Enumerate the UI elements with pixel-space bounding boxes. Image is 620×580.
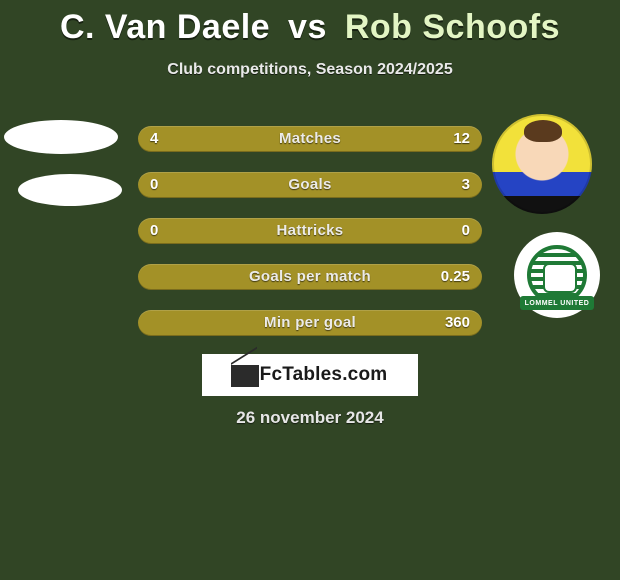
player1-name: C. Van Daele (60, 8, 270, 46)
branding-text: FcTables.com (260, 364, 388, 386)
stat-right: 0 (462, 218, 470, 244)
player1-avatar (4, 120, 118, 154)
stat-row-goals-per-match: Goals per match 0.25 (138, 264, 482, 290)
player2-name: Rob Schoofs (345, 8, 560, 46)
stats-block: 4 Matches 12 0 Goals 3 0 Hattricks 0 Goa… (138, 126, 482, 356)
stat-row-min-per-goal: Min per goal 360 (138, 310, 482, 336)
stat-label: Goals (138, 172, 482, 198)
chart-icon (233, 363, 254, 387)
branding-logo: FcTables.com (202, 354, 418, 396)
stat-row-goals: 0 Goals 3 (138, 172, 482, 198)
player1-club-badge (18, 174, 122, 206)
stat-label: Min per goal (138, 310, 482, 336)
vs-label: vs (288, 8, 327, 46)
player2-club-badge: LOMMEL UNITED (514, 232, 600, 318)
stat-label: Hattricks (138, 218, 482, 244)
stat-right: 12 (453, 126, 470, 152)
stat-label: Goals per match (138, 264, 482, 290)
club-badge-banner: LOMMEL UNITED (520, 296, 594, 310)
stat-right: 360 (445, 310, 470, 336)
stat-right: 3 (462, 172, 470, 198)
page-title: C. Van Daele vs Rob Schoofs (0, 0, 620, 47)
stat-label: Matches (138, 126, 482, 152)
subtitle: Club competitions, Season 2024/2025 (0, 61, 620, 79)
stat-right: 0.25 (441, 264, 470, 290)
player2-avatar (492, 114, 592, 214)
snapshot-date: 26 november 2024 (0, 408, 620, 428)
stat-row-hattricks: 0 Hattricks 0 (138, 218, 482, 244)
stat-row-matches: 4 Matches 12 (138, 126, 482, 152)
comparison-card: C. Van Daele vs Rob Schoofs Club competi… (0, 0, 620, 580)
